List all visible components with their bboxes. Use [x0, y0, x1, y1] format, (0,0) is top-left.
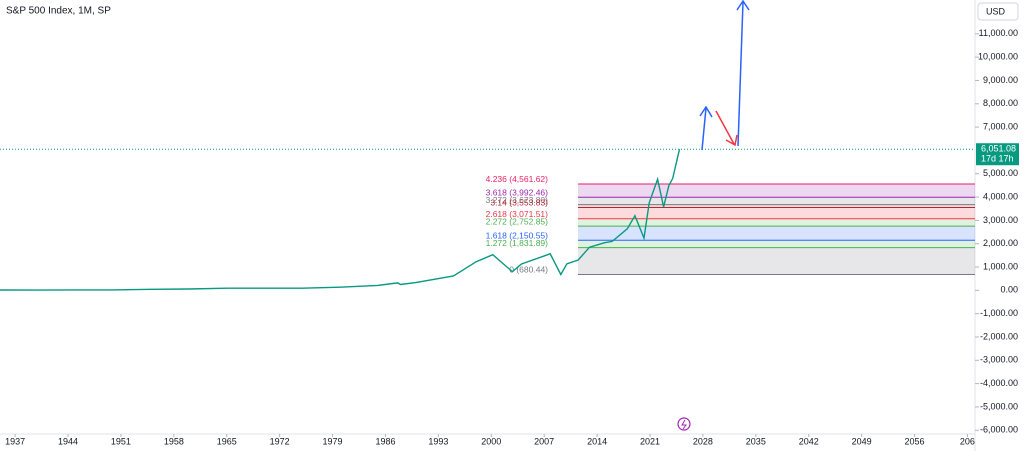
x-tick-label: 1986 — [375, 436, 395, 446]
fib-label: 3.14 (3,553.83) — [490, 198, 548, 208]
fib-label: 3.618 (3,992.46) — [486, 187, 549, 197]
bar-countdown: 17d 17h — [981, 154, 1014, 164]
y-tick-label: -6,000.00 — [980, 425, 1018, 435]
fib-label: 1.618 (2,150.55) — [486, 230, 549, 240]
chart-title: S&P 500 Index, 1M, SP — [6, 6, 111, 17]
x-tick-label: 2035 — [746, 436, 766, 446]
event-icon[interactable] — [677, 417, 691, 431]
x-tick-label: 1979 — [323, 436, 343, 446]
fib-band — [578, 240, 975, 248]
y-tick-label: -1,000.00 — [980, 308, 1018, 318]
fib-band — [578, 247, 975, 275]
x-tick-label: 2056 — [905, 436, 925, 446]
y-tick-label: 1,000.00 — [983, 261, 1018, 271]
x-tick-label: 1951 — [111, 436, 131, 446]
y-tick-label: 7,000.00 — [983, 121, 1018, 131]
fib-label: 3.272 (3,673.80) — [486, 195, 549, 205]
currency-label: USD — [986, 6, 1006, 16]
fib-label: 0 (680.44) — [509, 265, 548, 275]
y-tick-label: -5,000.00 — [980, 401, 1018, 411]
price-line — [0, 149, 681, 291]
y-tick-label: 9,000.00 — [983, 75, 1018, 85]
drawn-arrow — [715, 110, 738, 147]
y-tick-label: 5,000.00 — [983, 168, 1018, 178]
fib-band — [578, 218, 975, 227]
y-tick-label: 0.00 — [1000, 285, 1018, 295]
fib-label: 2.618 (3,071.51) — [486, 209, 549, 219]
y-tick-label: -2,000.00 — [980, 331, 1018, 341]
y-tick-label: 4,000.00 — [983, 191, 1018, 201]
x-tick-label: 2049 — [852, 436, 872, 446]
x-tick-label: 2007 — [534, 436, 554, 446]
y-tick-label: -4,000.00 — [980, 378, 1018, 388]
fib-label: 4.236 (4,561.62) — [486, 174, 549, 184]
plot-area: 4.236 (4,561.62) 3.618 (3,992.46)3.272 (3… — [0, 148, 975, 291]
y-tick-label: 3,000.00 — [983, 215, 1018, 225]
y-tick-label: 8,000.00 — [983, 98, 1018, 108]
y-tick-label: 11,000.00 — [979, 28, 1018, 38]
fib-band — [578, 183, 975, 198]
x-tick-label: 1937 — [5, 436, 25, 446]
x-tick-label: 1958 — [164, 436, 184, 446]
x-tick-label: 2042 — [799, 436, 819, 446]
x-tick-label: 2028 — [693, 436, 713, 446]
x-tick-label: 1965 — [217, 436, 237, 446]
y-tick-label: -3,000.00 — [980, 355, 1018, 365]
y-tick-label: 10,000.00 — [978, 52, 1018, 62]
last-price-box — [976, 143, 1019, 166]
fib-band — [578, 207, 975, 219]
x-tick-label: 2021 — [640, 436, 660, 446]
x-tick-label: 2014 — [587, 436, 607, 446]
x-tick-label: 1993 — [428, 436, 448, 446]
y-tick-label: 2,000.00 — [983, 238, 1018, 248]
fib-band — [578, 204, 975, 208]
fib-label: 2.272 (2,752.85) — [486, 216, 549, 226]
event-icon-bolt — [681, 419, 687, 430]
fib-band — [578, 226, 975, 241]
fib-band — [578, 197, 975, 205]
last-price-label: 6,051.08 — [981, 144, 1016, 154]
fib-label: 1.272 (1,831.89) — [486, 238, 549, 248]
currency-button[interactable] — [977, 2, 1019, 21]
drawn-arrow — [699, 105, 713, 151]
x-tick-label: 2000 — [481, 436, 501, 446]
drawn-arrow — [736, 0, 750, 147]
x-tick-label: 206 — [960, 436, 975, 446]
x-tick-label: 1972 — [270, 436, 290, 446]
x-tick-label: 1944 — [58, 436, 78, 446]
